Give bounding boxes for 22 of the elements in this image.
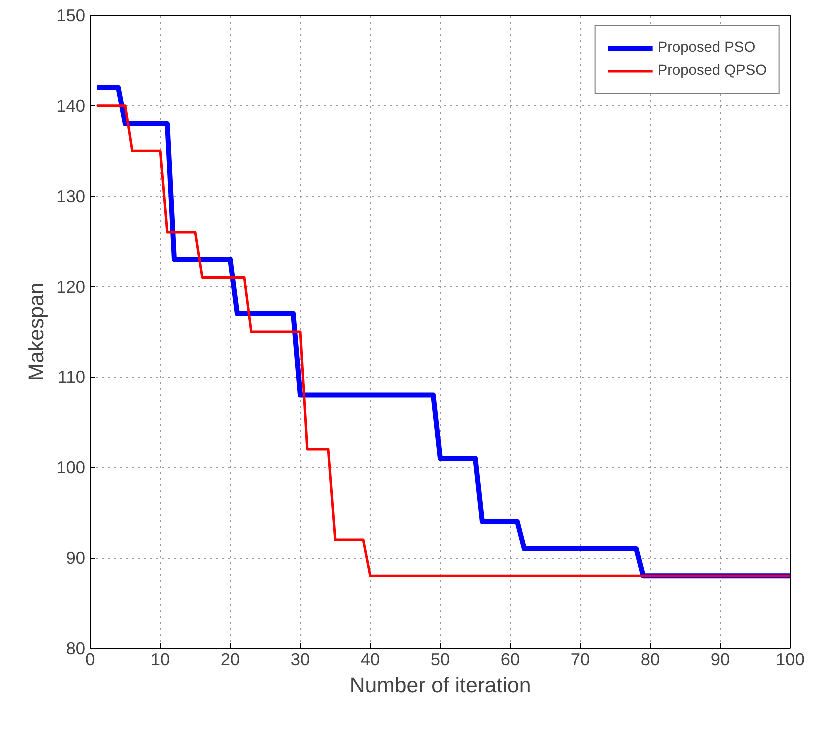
x-tick-label: 0 — [86, 650, 96, 670]
x-tick-label: 10 — [150, 650, 170, 670]
y-tick-label: 150 — [56, 6, 86, 26]
x-axis-title: Number of iteration — [350, 674, 532, 698]
y-axis-title: Makespan — [24, 282, 49, 382]
y-tick-label: 130 — [56, 186, 86, 206]
y-tick-label: 110 — [58, 367, 86, 388]
x-tick-label: 60 — [500, 650, 520, 670]
x-tick-label: 20 — [220, 650, 240, 670]
x-tick-label: 100 — [776, 650, 805, 670]
x-tick-label: 90 — [710, 650, 730, 670]
x-tick-label: 80 — [640, 650, 660, 670]
x-tick-label: 50 — [430, 650, 450, 670]
x-tick-label: 40 — [360, 650, 380, 670]
y-tick-label: 100 — [56, 458, 86, 478]
y-tick-label: 140 — [56, 96, 86, 116]
x-tick-label: 30 — [290, 650, 310, 670]
x-tick-label: 70 — [570, 650, 590, 670]
legend-label: Proposed PSO — [658, 40, 756, 56]
legend-label: Proposed QPSO — [658, 63, 767, 79]
y-tick-label: 90 — [66, 548, 86, 568]
y-tick-label: 120 — [56, 276, 86, 297]
